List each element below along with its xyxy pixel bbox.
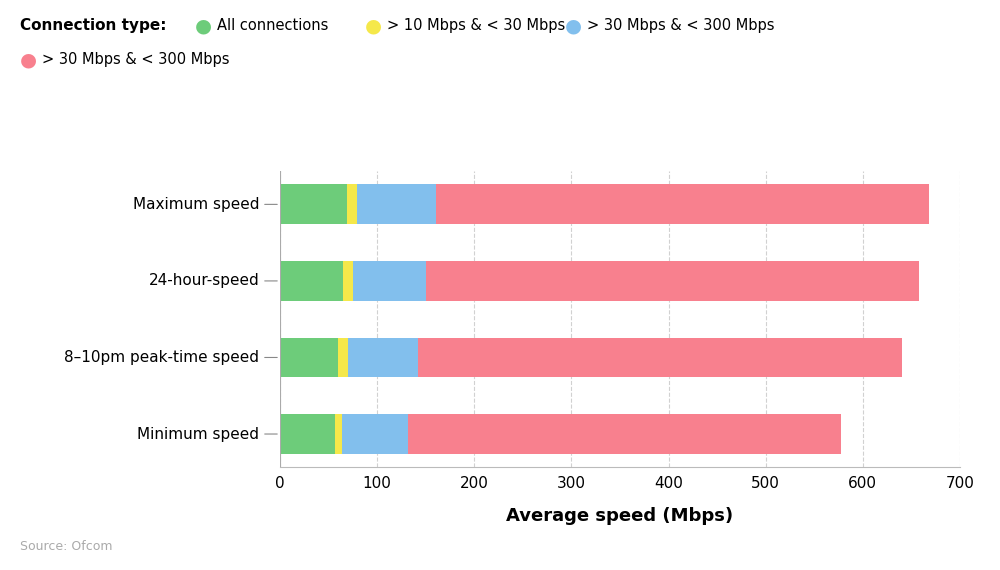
Bar bbox=[280, 414, 335, 454]
Bar bbox=[280, 185, 347, 224]
Bar bbox=[436, 185, 929, 224]
Text: ●: ● bbox=[565, 16, 582, 35]
Bar bbox=[280, 261, 343, 301]
Bar bbox=[426, 261, 919, 301]
Bar bbox=[342, 414, 408, 454]
Text: Connection type:: Connection type: bbox=[20, 18, 166, 33]
Text: > 10 Mbps & < 30 Mbps: > 10 Mbps & < 30 Mbps bbox=[387, 18, 565, 33]
Bar bbox=[343, 261, 353, 301]
Bar bbox=[280, 337, 338, 377]
Bar bbox=[347, 185, 357, 224]
Text: ●: ● bbox=[365, 16, 382, 35]
Text: > 30 Mbps & < 300 Mbps: > 30 Mbps & < 300 Mbps bbox=[42, 52, 230, 67]
Text: Minimum speed: Minimum speed bbox=[137, 426, 277, 442]
Bar bbox=[338, 337, 348, 377]
Bar bbox=[357, 185, 436, 224]
Bar bbox=[335, 414, 342, 454]
Text: > 30 Mbps & < 300 Mbps: > 30 Mbps & < 300 Mbps bbox=[587, 18, 774, 33]
Bar bbox=[418, 337, 902, 377]
Text: Maximum speed: Maximum speed bbox=[133, 197, 277, 212]
Bar bbox=[408, 414, 841, 454]
Text: 24-hour-speed: 24-hour-speed bbox=[148, 274, 277, 288]
Text: ●: ● bbox=[20, 50, 37, 70]
X-axis label: Average speed (Mbps): Average speed (Mbps) bbox=[506, 507, 734, 526]
Text: Source: Ofcom: Source: Ofcom bbox=[20, 540, 112, 553]
Bar bbox=[353, 261, 426, 301]
Bar bbox=[348, 337, 418, 377]
Text: 8–10pm peak-time speed: 8–10pm peak-time speed bbox=[64, 350, 277, 365]
Text: ●: ● bbox=[195, 16, 212, 35]
Text: All connections: All connections bbox=[217, 18, 328, 33]
